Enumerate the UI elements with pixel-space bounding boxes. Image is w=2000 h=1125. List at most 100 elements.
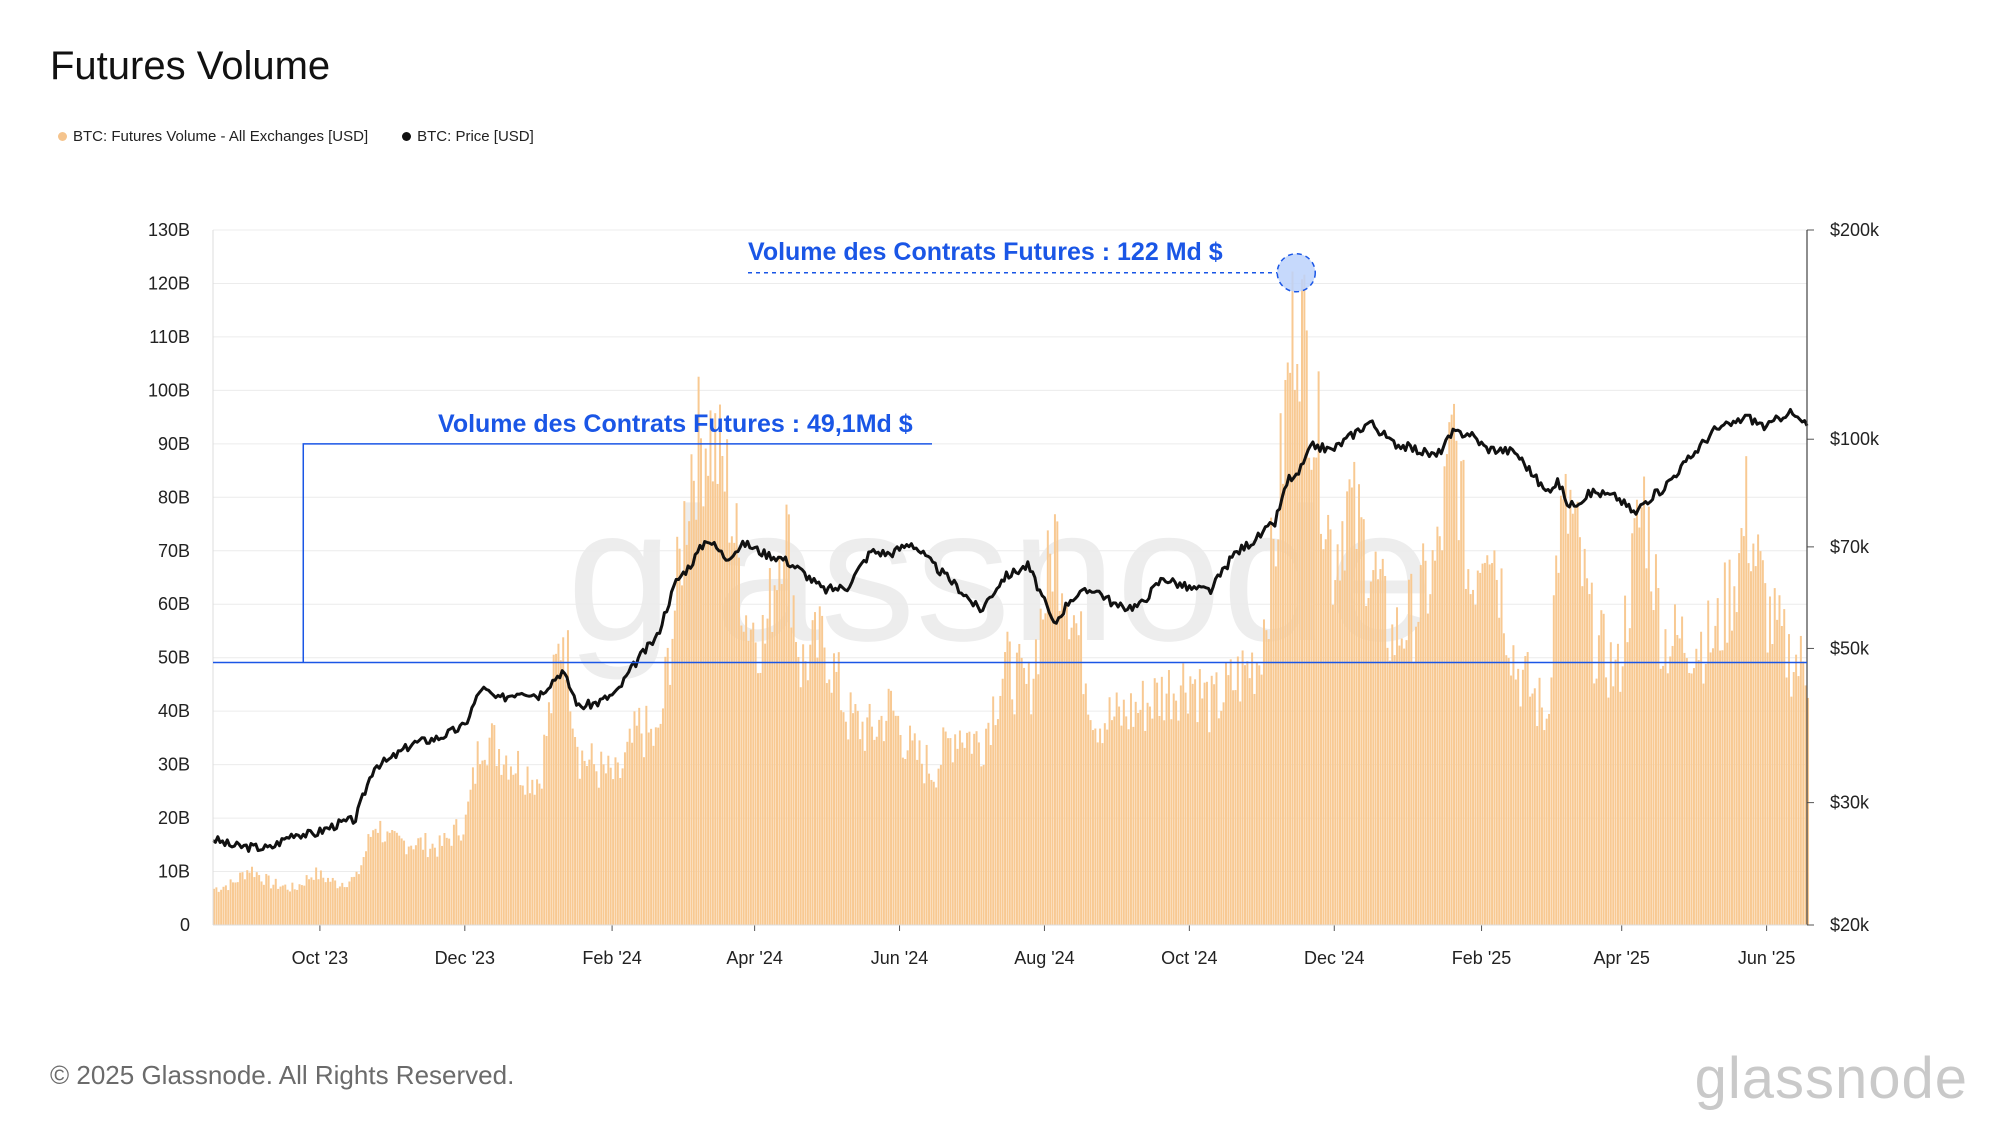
volume-bar [300, 885, 303, 925]
volume-bar [355, 871, 358, 925]
volume-bar [424, 833, 427, 925]
volume-bar [1728, 559, 1731, 925]
volume-bar [1747, 563, 1750, 925]
volume-bar [540, 788, 543, 925]
legend-volume-label: BTC: Futures Volume - All Exchanges [USD… [73, 128, 369, 145]
volume-bar [1167, 670, 1170, 925]
volume-bar [628, 728, 631, 925]
volume-bar [680, 585, 683, 925]
volume-bar [1377, 579, 1379, 925]
volume-bar [1113, 716, 1116, 925]
volume-bar [341, 882, 344, 925]
volume-bar [1754, 566, 1757, 925]
volume-bar [892, 710, 895, 925]
x-tick-label: Apr '25 [1593, 948, 1649, 968]
volume-bar [426, 857, 429, 925]
volume-bar [771, 631, 774, 925]
volume-bar [1008, 641, 1011, 925]
volume-bar [310, 877, 313, 925]
volume-bar [695, 519, 698, 925]
volume-bar [460, 840, 463, 925]
volume-bar [471, 767, 474, 925]
volume-bar [303, 885, 306, 925]
volume-bar [419, 837, 422, 925]
volume-bar [407, 846, 410, 925]
volume-bar [1695, 648, 1698, 925]
volume-bar [593, 764, 596, 925]
volume-bar [372, 830, 375, 925]
volume-bar [735, 503, 738, 925]
volume-bar [1258, 665, 1261, 925]
volume-bar [1505, 655, 1508, 925]
legend-item-volume[interactable]: BTC: Futures Volume - All Exchanges [USD… [58, 128, 368, 145]
volume-bar [1671, 645, 1674, 925]
volume-bar [875, 736, 878, 925]
volume-bar [792, 595, 795, 925]
volume-bar [431, 843, 434, 925]
volume-bar [1676, 635, 1679, 925]
volume-bar [255, 872, 258, 925]
volume-bar [1205, 681, 1208, 925]
volume-bar [1177, 720, 1180, 925]
volume-bar [1134, 701, 1137, 925]
volume-bar [1334, 580, 1337, 925]
volume-bar [365, 851, 368, 925]
volume-bar [213, 888, 215, 925]
volume-bar [1148, 706, 1151, 925]
volume-bar [1605, 677, 1608, 925]
volume-bar [455, 819, 458, 925]
volume-bar [1419, 565, 1422, 925]
volume-bar [761, 614, 764, 925]
volume-bar [391, 830, 394, 925]
volume-bar [1341, 521, 1344, 925]
volume-bar [1657, 588, 1660, 925]
volume-bar [659, 723, 662, 925]
volume-bar [1586, 578, 1589, 925]
y-right-tick-label: $50k [1830, 638, 1870, 658]
volume-bar [369, 836, 372, 925]
volume-bar [1372, 570, 1375, 925]
y-right-tick-label: $20k [1830, 915, 1870, 935]
volume-bar [811, 620, 814, 925]
volume-bar [1265, 630, 1268, 925]
volume-bar [467, 801, 470, 925]
volume-bar [621, 768, 624, 925]
volume-bar [797, 656, 800, 925]
volume-bar [1153, 678, 1156, 925]
volume-bar [1422, 543, 1425, 925]
volume-bar [438, 835, 441, 925]
volume-bar [1186, 713, 1189, 925]
legend: BTC: Futures Volume - All Exchanges [USD… [58, 128, 534, 145]
x-tick-label: Aug '24 [1014, 948, 1075, 968]
volume-bar [1272, 539, 1275, 925]
annotations: Volume des Contrats Futures : 49,1Md $ Vo… [213, 238, 1807, 664]
volume-bar [1730, 630, 1733, 925]
volume-bar [258, 875, 261, 925]
volume-bar [526, 766, 529, 925]
volume-bar [524, 794, 527, 925]
volume-bar [878, 719, 881, 925]
x-tick-label: Oct '24 [1161, 948, 1217, 968]
volume-bar [1251, 652, 1254, 925]
legend-item-price[interactable]: BTC: Price [USD] [402, 128, 534, 145]
volume-bar [1562, 499, 1565, 925]
volume-bar [222, 886, 225, 925]
volume-bar [1279, 413, 1282, 925]
volume-bar [709, 410, 712, 925]
legend-price-label: BTC: Price [USD] [417, 128, 534, 145]
volume-bar [260, 881, 263, 925]
volume-bar [1567, 533, 1570, 925]
volume-bar [1752, 543, 1755, 925]
volume-bar [545, 736, 548, 925]
volume-bar [626, 741, 629, 925]
volume-bar [1034, 639, 1037, 925]
y-left-tick-label: 10B [158, 862, 190, 882]
volume-bar [360, 865, 363, 925]
volume-bar [498, 749, 501, 925]
volume-bar [766, 618, 769, 925]
volume-bar [386, 831, 389, 925]
volume-bar [1500, 568, 1503, 925]
volume-bar [1172, 693, 1175, 925]
volume-bar [272, 884, 275, 925]
volume-bar [1360, 517, 1363, 925]
